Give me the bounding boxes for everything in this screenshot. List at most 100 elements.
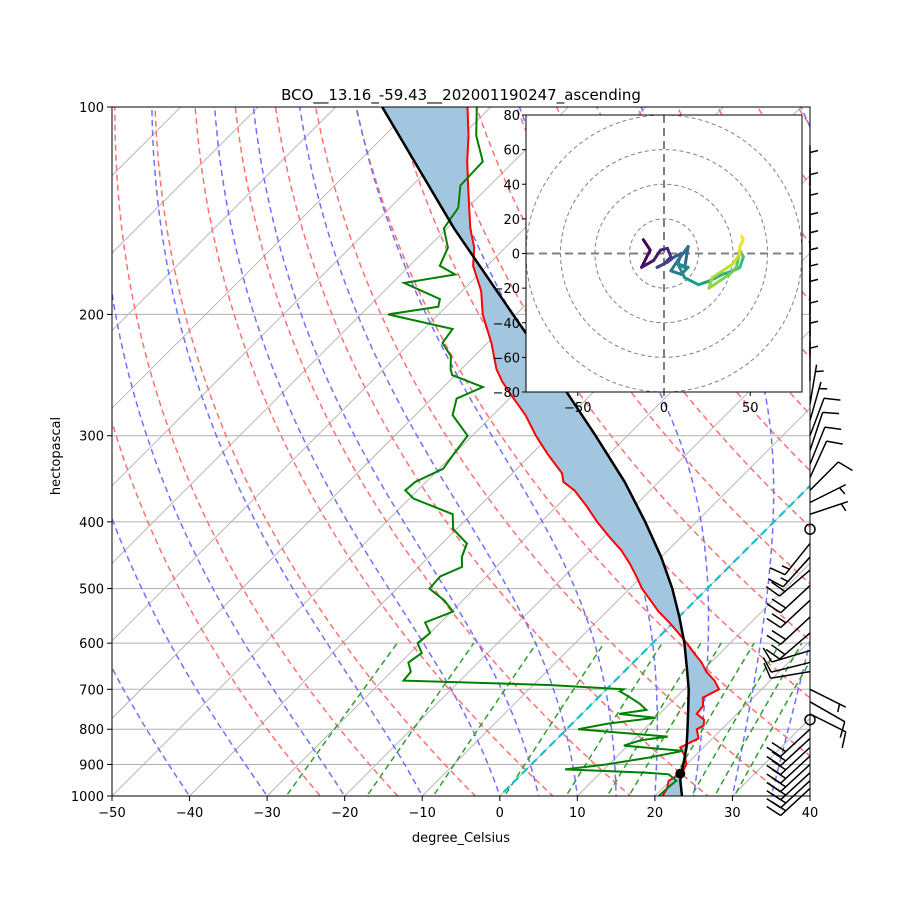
hodograph-segment [655, 260, 669, 269]
barb-full-feather [771, 751, 787, 762]
barb-half-feather [809, 171, 819, 176]
barb-full-feather [837, 461, 853, 472]
hodograph-segment [640, 258, 656, 269]
mixing-ratio-line [365, 642, 475, 796]
dry-adiabat [234, 107, 632, 796]
barb-half-feather [809, 247, 819, 251]
hodograph-segment [738, 255, 745, 269]
wind-barb [766, 787, 811, 817]
x-tick-label: −10 [409, 806, 436, 821]
hodograph-inset: −50 0 50 −80 −60 −40 −20 0 20 40 60 80 [493, 109, 803, 416]
barb-half-feather [809, 300, 819, 304]
moist-adiabat [298, 107, 579, 796]
hodograph-segment [740, 234, 745, 242]
hodograph-x-tick-label: 0 [660, 401, 668, 416]
wind-barb [809, 426, 842, 465]
hodograph-y-tick-label: −80 [493, 386, 520, 401]
moist-adiabat [770, 107, 810, 796]
barb-half-feather [838, 487, 846, 495]
barb-half-feather [809, 320, 819, 324]
x-tick-label: −50 [98, 806, 125, 821]
cape-shading [382, 107, 719, 796]
barb-full-feather [769, 567, 786, 576]
wind-barb [769, 542, 811, 576]
hodograph-y-tick-label: −40 [493, 317, 520, 332]
hodograph-segment [728, 265, 738, 276]
barb-full-feather [771, 801, 787, 812]
wind-barb [809, 483, 847, 504]
x-tick-label: 30 [724, 806, 741, 821]
y-tick-label: 800 [79, 723, 104, 738]
wind-barb [809, 397, 841, 436]
freezing-isotherm [498, 484, 810, 796]
barb-shaft [809, 426, 826, 465]
barb-full-feather [771, 768, 787, 780]
hodograph-segment [640, 248, 652, 269]
moist-adiabat [112, 516, 269, 796]
y-axis-ticks: 100 200 300 400 500 600 700 800 900 1000 [71, 101, 112, 805]
barb-half-feather [809, 263, 819, 267]
dewpoint-line [387, 107, 684, 796]
barb-half-feather [809, 230, 819, 234]
barb-full-feather [762, 647, 773, 663]
chart-title: BCO__13.16_-59.43__202001190247_ascendin… [281, 86, 641, 105]
y-tick-label: 500 [79, 583, 104, 598]
isotherm-gridline [576, 562, 810, 796]
barb-full-feather [771, 581, 786, 593]
wind-barb [766, 728, 811, 757]
hodograph-y-tick-label: 20 [503, 213, 520, 228]
wind-barb [809, 713, 847, 749]
hodograph-ticks: −50 0 50 −80 −60 −40 −20 0 20 40 60 80 [493, 109, 759, 416]
wind-barb [766, 599, 811, 629]
mixing-ratio-line [733, 659, 810, 796]
wind-barb [766, 585, 811, 614]
barb-shaft [771, 649, 811, 663]
barb-full-feather [762, 657, 772, 673]
hodograph-trace [640, 234, 745, 290]
hodograph-x-tick-label: 50 [742, 401, 759, 416]
barb-half-feather [809, 345, 819, 349]
wind-barb [765, 569, 811, 597]
x-tick-label: 10 [569, 806, 586, 821]
x-tick-label: 0 [496, 806, 504, 821]
x-tick-label: −20 [331, 806, 358, 821]
dry-adiabat [114, 107, 399, 796]
lcl-marker [675, 768, 686, 779]
y-tick-label: 900 [79, 758, 104, 773]
hodograph-segment [652, 248, 663, 262]
moist-adiabat [151, 107, 424, 796]
barb-half-feather [809, 149, 819, 154]
mixing-ratio-line [606, 642, 702, 796]
hodograph-segment [721, 262, 735, 273]
hodograph-y-tick-label: −20 [493, 282, 520, 297]
x-axis-ticks: −50 −40 −30 −20 −10 0 10 20 30 40 [98, 796, 818, 821]
wind-barb [763, 662, 811, 679]
y-tick-label: 200 [79, 308, 104, 323]
barb-shaft [809, 398, 825, 436]
barb-full-feather [823, 397, 841, 401]
moist-adiabat [112, 288, 346, 796]
wind-barb [809, 688, 847, 713]
hodograph-segment [676, 262, 687, 280]
barb-half-feather [780, 577, 789, 583]
barb-full-feather [771, 760, 787, 771]
y-tick-label: 300 [79, 430, 104, 445]
wind-barb [766, 616, 811, 645]
hodograph-segment [669, 258, 680, 273]
wind-barb [762, 647, 811, 663]
hodograph-segment [665, 246, 673, 259]
hodograph-y-tick-label: 40 [503, 178, 520, 193]
y-tick-label: 400 [79, 516, 104, 531]
isotherm-gridline [654, 640, 810, 796]
hodograph-y-tick-label: 60 [503, 144, 520, 159]
barb-full-feather [765, 585, 781, 597]
y-tick-label: 700 [79, 683, 104, 698]
hodograph-rings [526, 115, 802, 392]
barb-full-feather [768, 578, 784, 588]
barb-full-feather [824, 426, 842, 431]
barb-half-feather [836, 703, 841, 713]
barb-half-feather [781, 565, 790, 570]
isotherm-gridline [112, 107, 337, 332]
barb-full-feather [771, 777, 787, 788]
